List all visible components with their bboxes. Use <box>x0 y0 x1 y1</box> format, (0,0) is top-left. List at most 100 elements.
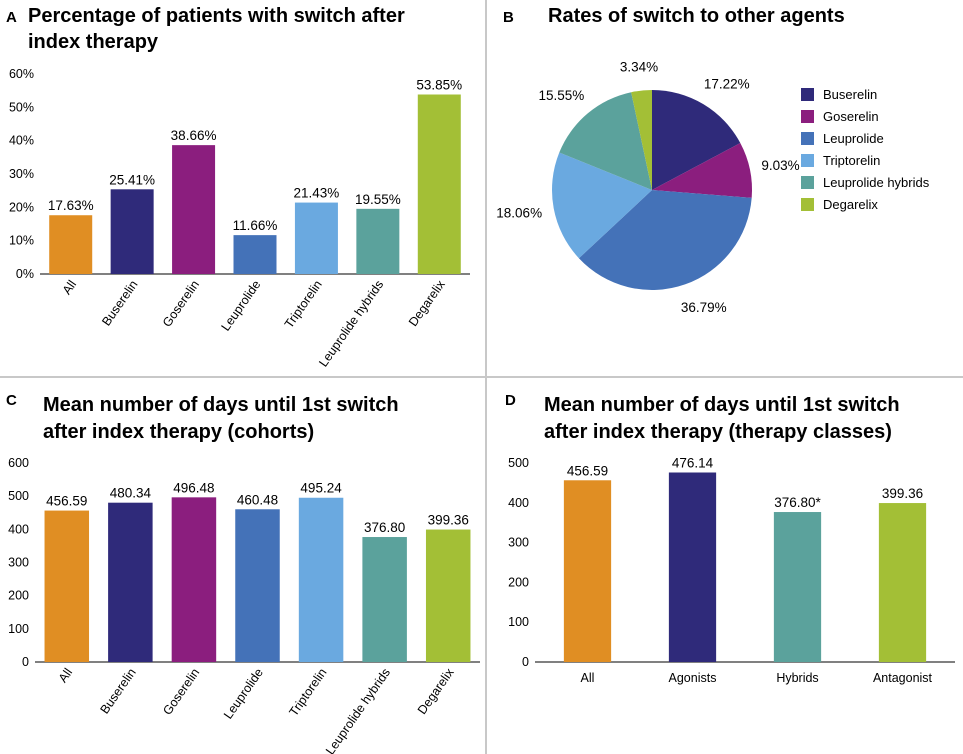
category-label: Degarelix <box>415 665 457 717</box>
y-tick-label: 30% <box>9 167 34 181</box>
panel-a: A Percentage of patients with switch aft… <box>6 5 470 369</box>
panel-a-title-line1: Percentage of patients with switch after <box>28 5 405 27</box>
pie-label: 17.22% <box>704 77 750 92</box>
y-tick-label: 300 <box>508 536 529 550</box>
category-label: Leuprolide <box>218 278 263 334</box>
data-label: 495.24 <box>300 481 342 496</box>
data-label: 460.48 <box>237 492 278 507</box>
legend-label: Leuprolide hybrids <box>823 175 930 190</box>
legend-swatch <box>801 88 814 101</box>
bar <box>172 145 216 274</box>
panel-a-letter: A <box>6 9 17 26</box>
y-tick-label: 100 <box>508 615 529 629</box>
legend-label: Goserelin <box>823 109 879 124</box>
pie-slice <box>652 90 741 190</box>
data-label: 456.59 <box>567 463 608 478</box>
legend-label: Buserelin <box>823 87 877 102</box>
bar <box>773 512 822 662</box>
category-label: All <box>60 278 79 297</box>
y-tick-label: 0 <box>522 655 529 669</box>
chart-c: 0 100 200 300 400 500 600 456.59 All 480.34 Busere… <box>8 456 480 754</box>
bar <box>49 215 93 274</box>
panel-c-title-line2: after index therapy (cohorts) <box>43 421 314 443</box>
y-tick-label: 20% <box>9 200 34 214</box>
panel-d: D Mean number of days until 1st switch a… <box>505 392 955 685</box>
bar <box>235 509 280 662</box>
data-label: 25.41% <box>109 172 155 187</box>
bar <box>417 94 461 274</box>
data-label: 376.80 <box>364 520 405 535</box>
legend-swatch <box>801 154 814 167</box>
category-label: Degarelix <box>406 277 448 329</box>
data-label: 399.36 <box>428 513 469 528</box>
bar <box>878 503 927 662</box>
category-label: All <box>581 671 595 685</box>
category-label: All <box>56 666 75 685</box>
panel-c: C Mean number of days until 1st switch a… <box>6 392 480 754</box>
data-label: 53.85% <box>416 78 462 93</box>
category-label: Buserelin <box>99 278 140 329</box>
data-label: 496.48 <box>173 480 214 495</box>
bar <box>44 510 90 662</box>
bar <box>233 235 277 274</box>
legend-swatch <box>801 110 814 123</box>
data-label: 480.34 <box>110 486 152 501</box>
bar <box>563 480 612 662</box>
category-label: Leuprolide <box>221 666 266 722</box>
category-label: Goserelin <box>160 278 202 330</box>
chart-d: 0 100 200 300 400 500 456.59 All 476.14 Agonists 3… <box>508 455 955 685</box>
legend-label: Triptorelin <box>823 153 880 168</box>
legend-swatch <box>801 132 814 145</box>
panel-b-letter: B <box>503 9 514 26</box>
data-label: 399.36 <box>882 486 923 501</box>
legend-label: Degarelix <box>823 197 878 212</box>
y-tick-label: 0% <box>16 267 34 281</box>
chart-a: 0% 10% 20% 30% 40% 50% 60% 17.63% All 25.41% Buser… <box>9 67 470 369</box>
y-tick-label: 300 <box>8 556 29 570</box>
legend-label: Leuprolide <box>823 131 884 146</box>
pie-label: 3.34% <box>620 60 658 75</box>
category-label: Triptorelin <box>282 278 325 331</box>
bar <box>294 202 338 274</box>
category-label: Leuprolide hybrids <box>316 278 386 370</box>
panel-c-letter: C <box>6 392 17 409</box>
panel-d-title-line2: after index therapy (therapy classes) <box>544 421 892 443</box>
data-label: 17.63% <box>48 198 94 213</box>
y-tick-label: 200 <box>508 575 529 589</box>
bar <box>108 502 153 662</box>
y-tick-label: 400 <box>508 496 529 510</box>
data-label: 19.55% <box>355 192 401 207</box>
category-label: Goserelin <box>160 666 202 718</box>
y-tick-label: 10% <box>9 234 34 248</box>
pie-slice <box>631 90 652 190</box>
pie-label: 18.06% <box>496 206 542 221</box>
bar <box>425 529 471 662</box>
pie-slice <box>552 152 652 259</box>
y-tick-label: 200 <box>8 589 29 603</box>
legend-swatch <box>801 176 814 189</box>
bar <box>668 472 717 662</box>
bar <box>356 208 400 274</box>
panel-d-title-line1: Mean number of days until 1st switch <box>544 394 900 416</box>
panel-c-title-line1: Mean number of days until 1st switch <box>43 394 399 416</box>
y-tick-label: 100 <box>8 622 29 636</box>
panel-b-title: Rates of switch to other agents <box>548 5 845 27</box>
bar <box>298 497 344 662</box>
y-tick-label: 50% <box>9 100 34 114</box>
data-label: 476.14 <box>672 455 714 470</box>
y-tick-label: 600 <box>8 456 29 470</box>
bar <box>171 497 217 662</box>
y-tick-label: 400 <box>8 522 29 536</box>
bar <box>362 537 407 662</box>
pie-slice <box>578 190 752 290</box>
category-label: Buserelin <box>97 666 138 717</box>
legend-swatch <box>801 198 814 211</box>
data-label: 456.59 <box>46 494 87 509</box>
bar <box>110 189 154 274</box>
pie-label: 36.79% <box>681 300 727 315</box>
panel-d-letter: D <box>505 392 516 409</box>
data-label: 11.66% <box>233 218 278 233</box>
y-tick-label: 0 <box>22 655 29 669</box>
chart-b: 17.22% 9.03% 36.79% 18.06% 15.55% 3.34% Busere… <box>496 60 929 315</box>
